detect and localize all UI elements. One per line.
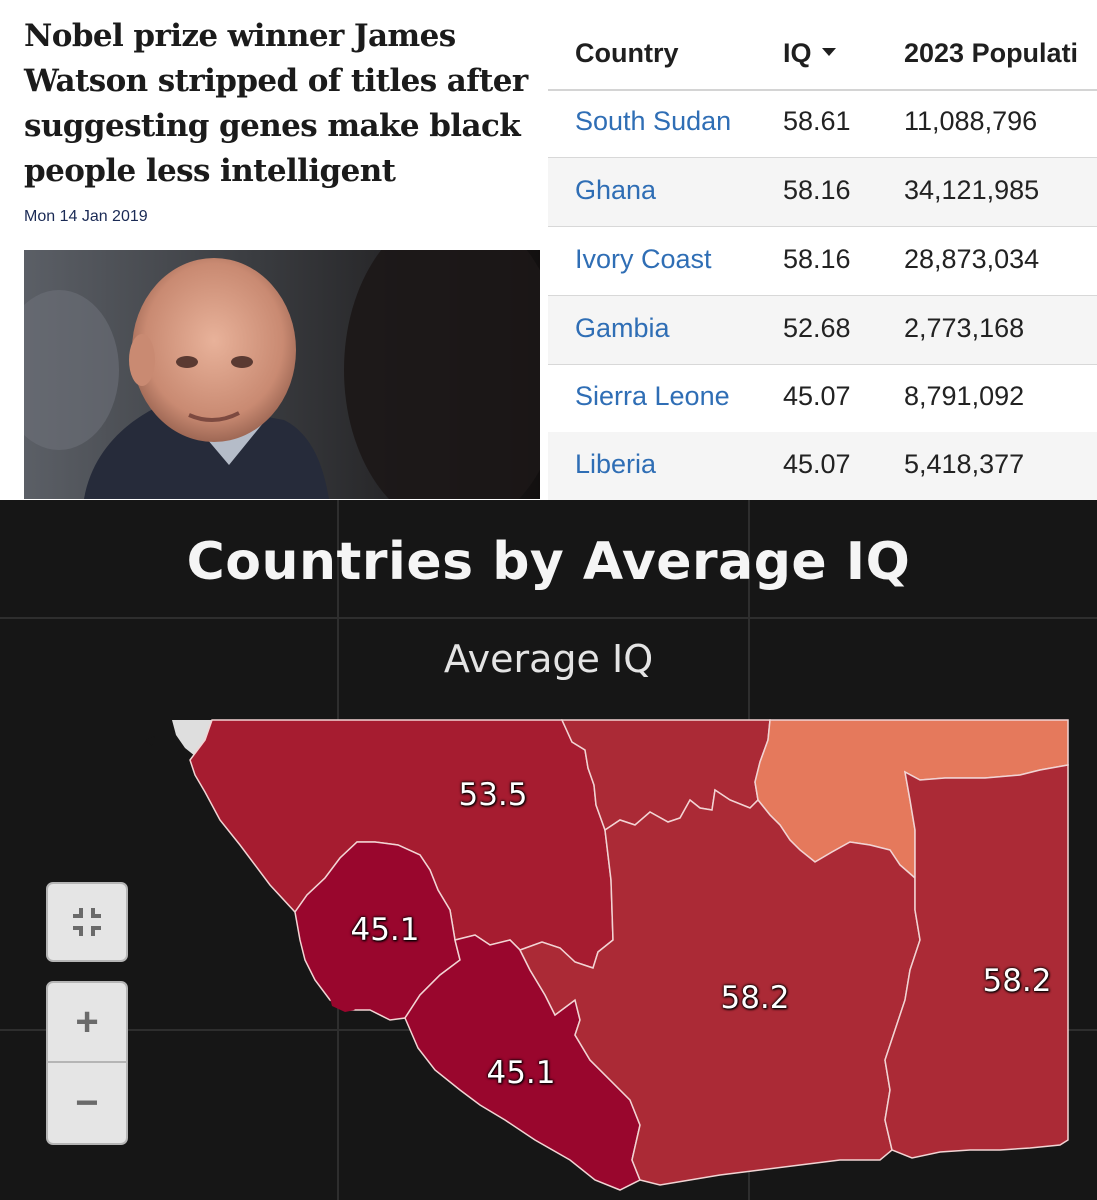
map-canvas[interactable] xyxy=(0,500,1097,1200)
iq-value: 45.07 xyxy=(783,449,851,479)
country-link[interactable]: Ghana xyxy=(575,175,657,205)
map-title: Countries by Average IQ xyxy=(186,532,911,592)
population-value: 34,121,985 xyxy=(904,175,1040,205)
zoom-out-button[interactable]: − xyxy=(46,1061,128,1145)
news-article: Nobel prize winner James Watson stripped… xyxy=(0,0,548,500)
table-row: Sierra Leone 45.07 8,791,092 xyxy=(548,364,1097,433)
country-link[interactable]: Gambia xyxy=(575,313,670,343)
header-iq-label: IQ xyxy=(783,38,812,68)
iq-map: Countries by Average IQ Average IQ 53.5 … xyxy=(0,500,1097,1200)
region-ghana xyxy=(884,764,1069,1159)
label-sierra-leone: 45.1 xyxy=(350,912,420,948)
portrait-photo[interactable] xyxy=(24,250,540,499)
table-header: Country IQ 2023 Populati xyxy=(548,18,1097,91)
label-liberia: 45.1 xyxy=(486,1055,556,1091)
caret-down-icon[interactable] xyxy=(821,47,836,56)
iq-value: 52.68 xyxy=(783,313,851,343)
iq-value: 58.16 xyxy=(783,244,851,274)
population-value: 5,418,377 xyxy=(904,449,1025,479)
table-row: Liberia 45.07 5,418,377 xyxy=(548,432,1097,500)
population-value: 8,791,092 xyxy=(904,381,1025,411)
fullscreen-exit-icon xyxy=(73,908,101,936)
country-link[interactable]: Ivory Coast xyxy=(575,244,712,274)
population-value: 28,873,034 xyxy=(904,244,1040,274)
table-row: South Sudan 58.61 11,088,796 xyxy=(548,89,1097,158)
article-date: Mon 14 Jan 2019 xyxy=(24,208,148,225)
table-row: Ghana 58.16 34,121,985 xyxy=(548,158,1097,227)
iq-value: 58.61 xyxy=(783,106,851,136)
iq-value: 58.16 xyxy=(783,175,851,205)
table-row: Gambia 52.68 2,773,168 xyxy=(548,296,1097,365)
table-row: Ivory Coast 58.16 28,873,034 xyxy=(548,227,1097,296)
article-headline[interactable]: Nobel prize winner James Watson stripped… xyxy=(24,18,528,189)
region-no-data xyxy=(172,720,215,760)
iq-table: Country IQ 2023 Populati South Sudan 58.… xyxy=(548,18,1097,500)
region-sierra-leone xyxy=(294,841,461,1021)
country-link[interactable]: Sierra Leone xyxy=(575,381,730,411)
population-value: 11,088,796 xyxy=(904,106,1038,136)
header-population[interactable]: 2023 Populati xyxy=(904,38,1079,68)
region-senegal-tip xyxy=(145,736,155,746)
map-subtitle: Average IQ xyxy=(443,637,654,681)
region-coast-islet xyxy=(330,998,355,1012)
header-country[interactable]: Country xyxy=(575,38,679,68)
iq-value: 45.07 xyxy=(783,381,851,411)
header-iq[interactable]: IQ xyxy=(783,38,836,69)
fullscreen-button[interactable] xyxy=(46,882,128,962)
country-link[interactable]: Liberia xyxy=(575,449,657,479)
portrait-photo-graphic xyxy=(24,250,540,499)
label-ivory-coast: 58.2 xyxy=(720,980,790,1016)
zoom-in-button[interactable]: + xyxy=(46,981,128,1063)
population-value: 2,773,168 xyxy=(904,313,1025,343)
label-ghana: 58.2 xyxy=(982,963,1052,999)
country-link[interactable]: South Sudan xyxy=(575,106,732,136)
label-guinea: 53.5 xyxy=(458,777,528,813)
